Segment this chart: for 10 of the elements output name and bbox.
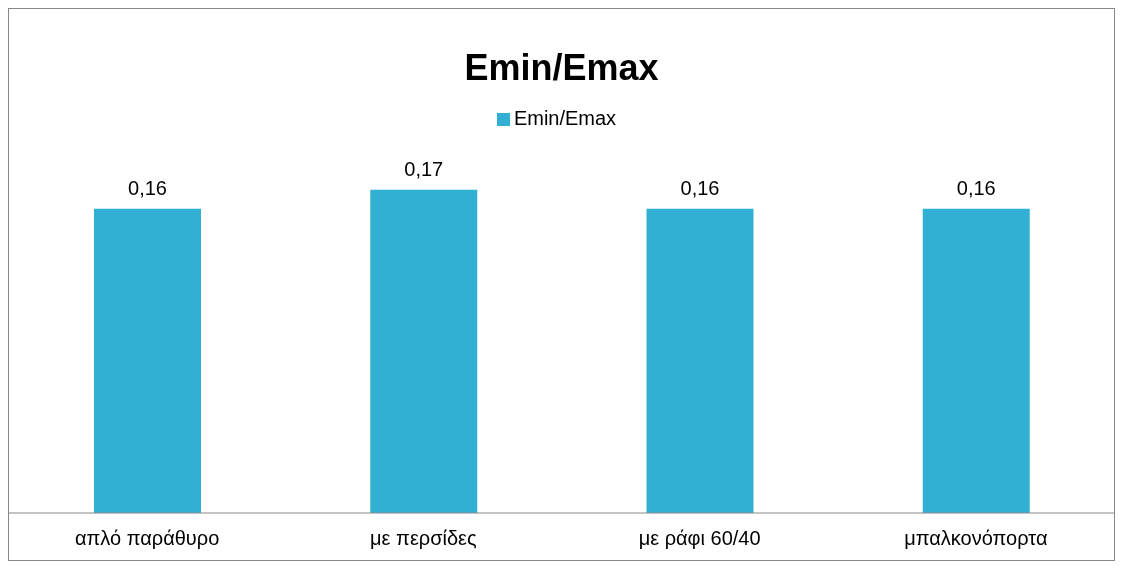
data-label: 0,16 [956, 176, 996, 199]
x-tick-label: μπαλκονόπορτα [904, 527, 1048, 550]
chart-title: Emin/Emax [463, 46, 660, 90]
x-tick-label: με περσίδες [370, 527, 478, 550]
data-label: 0,16 [128, 176, 167, 199]
legend-label: Emin/Emax [513, 107, 617, 129]
data-label: 0,17 [404, 157, 444, 180]
x-tick-label: με ράφι 60/40 [638, 527, 761, 550]
x-tick-label: απλό παράθυρο [74, 527, 220, 550]
data-label: 0,16 [680, 176, 720, 199]
